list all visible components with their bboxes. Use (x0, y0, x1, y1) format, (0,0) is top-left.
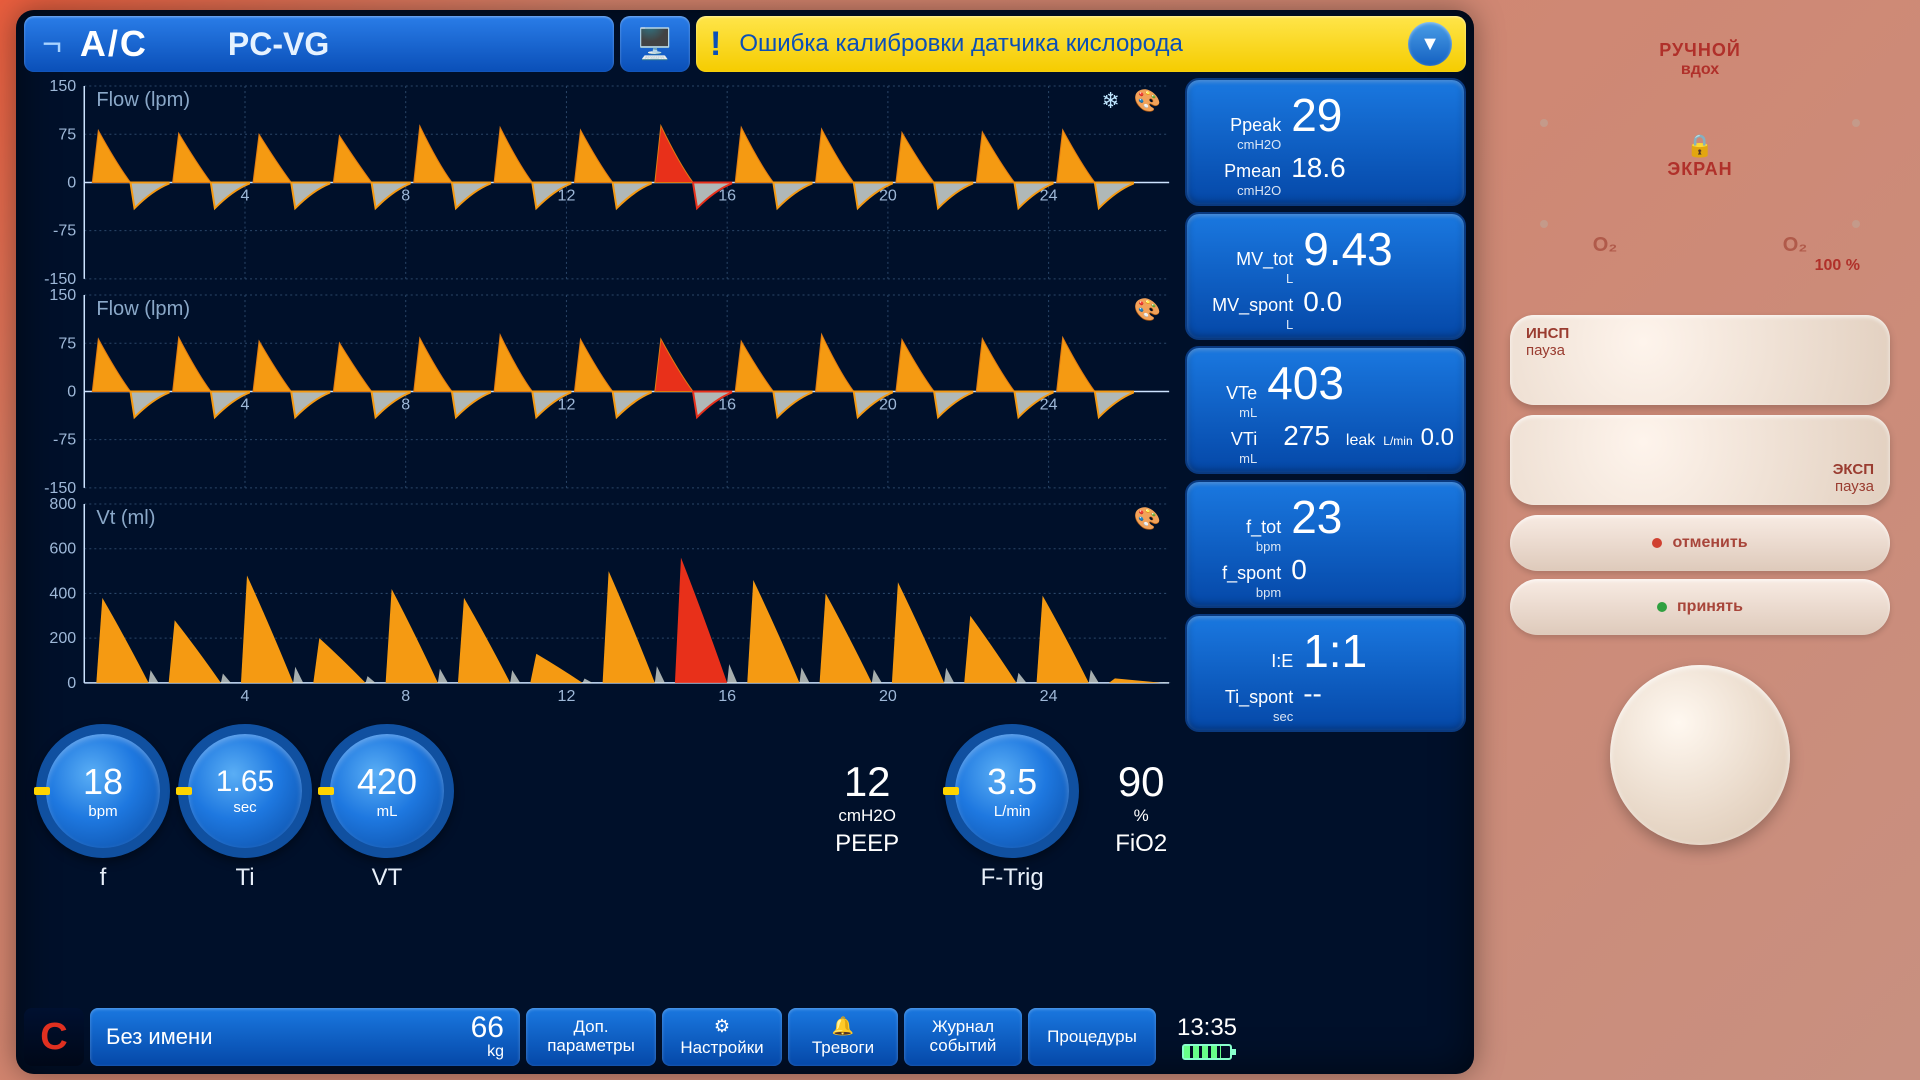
dial-ftrig[interactable]: 3.5L/min F-Trig (945, 724, 1079, 892)
battery-icon (1182, 1044, 1232, 1060)
svg-text:4: 4 (241, 687, 250, 705)
flow-chart-2[interactable]: 🎨 -150-750751504812162024Flow (lpm) (24, 287, 1179, 496)
top-bar: ⌐ A/C PC-VG 🖥️ ! Ошибка калибровки датчи… (16, 10, 1474, 78)
svg-text:20: 20 (879, 687, 897, 705)
param-box-rate[interactable]: f_totbpm23 f_spontbpm0 (1185, 480, 1466, 608)
svg-text:400: 400 (49, 584, 76, 602)
dial-f[interactable]: 18bpm f (36, 724, 170, 892)
accept-button[interactable]: принять (1510, 579, 1890, 635)
waveforms-column: ❄ 🎨 -150 -75 0 75 150 4 8 12 16 20 24 Flow (lpm) 🎨 … (24, 78, 1179, 1000)
alert-text: Ошибка калибровки датчика кислорода (739, 30, 1408, 58)
svg-text:600: 600 (49, 540, 76, 558)
svg-text:0: 0 (67, 674, 76, 692)
vt-chart[interactable]: 🎨 0 200 400 600 800 4 8 12 16 20 24 Vt (ml) (24, 496, 1179, 705)
extra-params-button[interactable]: Доп. параметры (526, 1008, 656, 1066)
patient-name: Без имени (106, 1024, 471, 1050)
patient-weight: 66 (471, 1011, 504, 1044)
palette-icon[interactable]: 🎨 (1134, 297, 1161, 323)
dial-vt[interactable]: 420mL VT (320, 724, 454, 892)
svg-text:150: 150 (49, 287, 76, 304)
mode-secondary: PC-VG (228, 26, 329, 63)
svg-text:12: 12 (558, 687, 576, 705)
alert-icon: ! (710, 25, 721, 64)
param-box-ie[interactable]: I:E1:1 Ti_spontsec-- (1185, 614, 1466, 732)
svg-text:200: 200 (49, 629, 76, 647)
svg-text:8: 8 (401, 187, 410, 205)
monitor-icon: 🖥️ (636, 27, 673, 62)
flow-chart-1[interactable]: ❄ 🎨 -150-750751504812162024Flow (lpm) (24, 78, 1179, 287)
manual-breath-label: РУЧНОЙ вдох (1510, 40, 1890, 79)
svg-text:-150: -150 (44, 479, 76, 496)
settings-button[interactable]: ⚙Настройки (662, 1008, 782, 1066)
svg-text:-150: -150 (44, 270, 76, 287)
insp-pause-button[interactable]: ИНСПпауза (1510, 315, 1890, 405)
alarms-button[interactable]: 🔔Тревоги (788, 1008, 898, 1066)
param-box-volume[interactable]: VTemL403 VTimL 275 leakL/min0.0 (1185, 346, 1466, 474)
svg-text:0: 0 (67, 382, 76, 400)
svg-text:4: 4 (241, 187, 250, 205)
bottom-bar: C Без имени 66kg Доп. параметры ⚙Настрой… (16, 1004, 1474, 1074)
measurements-column: PpeakcmH2O29 PmeancmH2O18.6 MV_totL9.43 … (1185, 78, 1466, 1000)
param-box-pressure[interactable]: PpeakcmH2O29 PmeancmH2O18.6 (1185, 78, 1466, 206)
c-button[interactable]: C (24, 1008, 84, 1066)
alert-banner[interactable]: ! Ошибка калибровки датчика кислорода ▼ (696, 16, 1466, 72)
palette-icon[interactable]: 🎨 (1134, 506, 1161, 532)
svg-text:8: 8 (401, 395, 410, 413)
mode-primary: A/C (80, 23, 148, 65)
svg-text:0: 0 (67, 173, 76, 191)
gear-icon: ⚙ (714, 1017, 730, 1037)
bell-icon: 🔔 (832, 1017, 854, 1037)
svg-text:Vt (ml): Vt (ml) (96, 507, 155, 529)
svg-text:4: 4 (241, 395, 250, 413)
svg-text:8: 8 (401, 687, 410, 705)
svg-text:-75: -75 (53, 222, 76, 240)
procedures-button[interactable]: Процедуры (1028, 1008, 1156, 1066)
airway-icon: ⌐ (42, 25, 62, 64)
alert-dropdown-icon[interactable]: ▼ (1408, 22, 1452, 66)
event-log-button[interactable]: Журнал событий (904, 1008, 1022, 1066)
dial-ti[interactable]: 1.65sec Ti (178, 724, 312, 892)
svg-text:24: 24 (1040, 687, 1058, 705)
clock-time: 13:35 (1177, 1014, 1237, 1042)
svg-text:16: 16 (718, 687, 736, 705)
param-peep[interactable]: 12 cmH2O PEEP (835, 758, 899, 858)
svg-text:-75: -75 (53, 431, 76, 449)
exp-pause-button[interactable]: ЭКСПпауза (1510, 415, 1890, 505)
palette-icon[interactable]: 🎨 (1134, 88, 1161, 114)
freeze-icon[interactable]: ❄ (1101, 88, 1119, 114)
ventilator-screen: ⌐ A/C PC-VG 🖥️ ! Ошибка калибровки датчи… (16, 10, 1474, 1074)
settings-dials-row: 18bpm f 1.65sec Ti 420mL VT 12 cmH2O PEE… (24, 705, 1179, 907)
bezel-panel: РУЧНОЙ вдох 🔒 ЭКРАН O₂ O₂ 100 % ИНСПпауз… (1480, 0, 1920, 1080)
monitor-button[interactable]: 🖥️ (620, 16, 690, 72)
svg-text:75: 75 (58, 334, 76, 352)
cancel-button[interactable]: отменить (1510, 515, 1890, 571)
svg-text:Flow (lpm): Flow (lpm) (96, 89, 190, 111)
param-fio2[interactable]: 90 % FiO2 (1115, 758, 1167, 858)
mode-panel[interactable]: ⌐ A/C PC-VG (24, 16, 614, 72)
clock: 13:35 (1162, 1008, 1252, 1066)
svg-text:150: 150 (49, 78, 76, 95)
patient-panel[interactable]: Без имени 66kg (90, 1008, 520, 1066)
svg-text:Flow (lpm): Flow (lpm) (96, 298, 190, 320)
param-box-mv[interactable]: MV_totL9.43 MV_spontL0.0 (1185, 212, 1466, 340)
svg-text:75: 75 (58, 125, 76, 143)
rotary-knob[interactable] (1610, 665, 1790, 845)
lock-icon: 🔒 (1510, 133, 1890, 159)
svg-text:800: 800 (49, 496, 76, 513)
